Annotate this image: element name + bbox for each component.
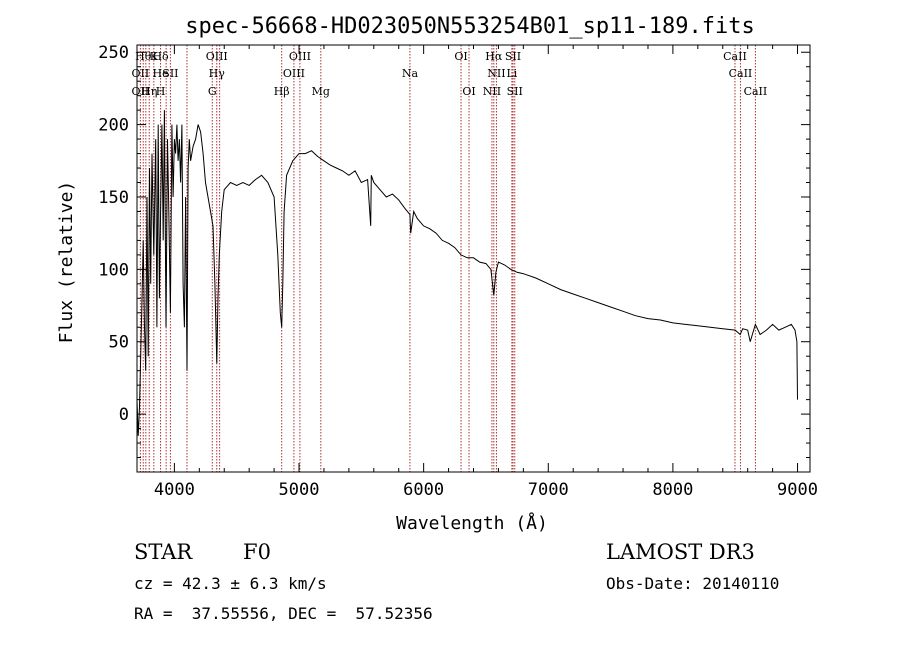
x-tick-label: 9000 <box>777 480 818 500</box>
spectrum-chart: 4000 5000 6000 7000 8000 9000050100150200250 … <box>56 14 818 534</box>
object-class: STAR <box>134 540 193 564</box>
ra-dec: RA = 37.55556, DEC = 57.52356 <box>134 604 433 623</box>
spectral-line-label: G <box>208 85 217 98</box>
spectral-line-label: OII <box>132 85 150 98</box>
spectral-line-label: Hβ <box>274 85 290 98</box>
x-tick-label: 4000 <box>154 480 195 500</box>
spectral-line-label: He <box>153 67 169 80</box>
y-tick-label: 200 <box>98 116 129 136</box>
spectral-line-label: Hδ <box>152 50 169 63</box>
spectral-line-label: OI <box>462 85 475 98</box>
spectral-line-label: Li <box>506 67 517 80</box>
spectral-line-label: CaII <box>723 50 747 63</box>
spectral-line-label: OIII <box>283 67 305 80</box>
y-tick-label: 250 <box>98 43 129 63</box>
spectral-line-label: Mg <box>312 85 330 98</box>
y-tick-label: 100 <box>98 260 129 280</box>
y-tick-label: 150 <box>98 188 129 208</box>
axis-ticks: 4000 5000 6000 7000 8000 9000 0 50 100 150 200 250 <box>98 43 818 500</box>
cz-value: cz = 42.3 ± 6.3 km/s <box>134 574 327 593</box>
obs-date: Obs-Date: 20140110 <box>606 574 780 593</box>
spectral-line-label: OI <box>454 50 467 63</box>
y-tick-label: 50 <box>109 333 129 353</box>
spectral-line-label: CaII <box>729 67 753 80</box>
spectral-line-label: K <box>150 50 159 63</box>
spectral-line-label: H <box>156 85 166 98</box>
spectral-line-label: OIII <box>206 50 228 63</box>
object-subclass: F0 <box>243 540 271 564</box>
spectral-line-label: OIII <box>289 50 311 63</box>
emission-line-markers <box>139 45 756 472</box>
spectrum-line <box>136 110 798 436</box>
spectral-line-label: Hγ <box>209 67 226 80</box>
x-tick-label: 7000 <box>528 480 569 500</box>
spectral-line-label: Hα <box>485 50 503 63</box>
y-tick-label: 0 <box>119 405 129 425</box>
spectral-line-label: SII <box>507 85 523 98</box>
spectral-line-label: NII <box>487 67 505 80</box>
survey-name: LAMOST DR3 <box>606 540 755 564</box>
chart-title: spec-56668-HD023050N553254B01_sp11-189.f… <box>185 14 755 39</box>
x-tick-label: 8000 <box>652 480 693 500</box>
spectral-line-label: NII <box>483 85 501 98</box>
spectral-line-label: SII <box>505 50 521 63</box>
y-axis-label: Flux (relative) <box>56 181 77 344</box>
spectral-line-label: OII <box>132 67 150 80</box>
x-tick-label: 5000 <box>279 480 320 500</box>
spectral-line-label: Na <box>402 67 419 80</box>
x-tick-label: 6000 <box>403 480 444 500</box>
plot-frame <box>136 44 811 473</box>
spectral-line-label: CaII <box>744 85 768 98</box>
x-axis-label: Wavelength (Å) <box>396 512 548 534</box>
spectral-line-label: SII <box>162 67 178 80</box>
spectral-line-label: Hθ <box>135 50 152 63</box>
spectral-line-label: Hη <box>141 85 157 98</box>
